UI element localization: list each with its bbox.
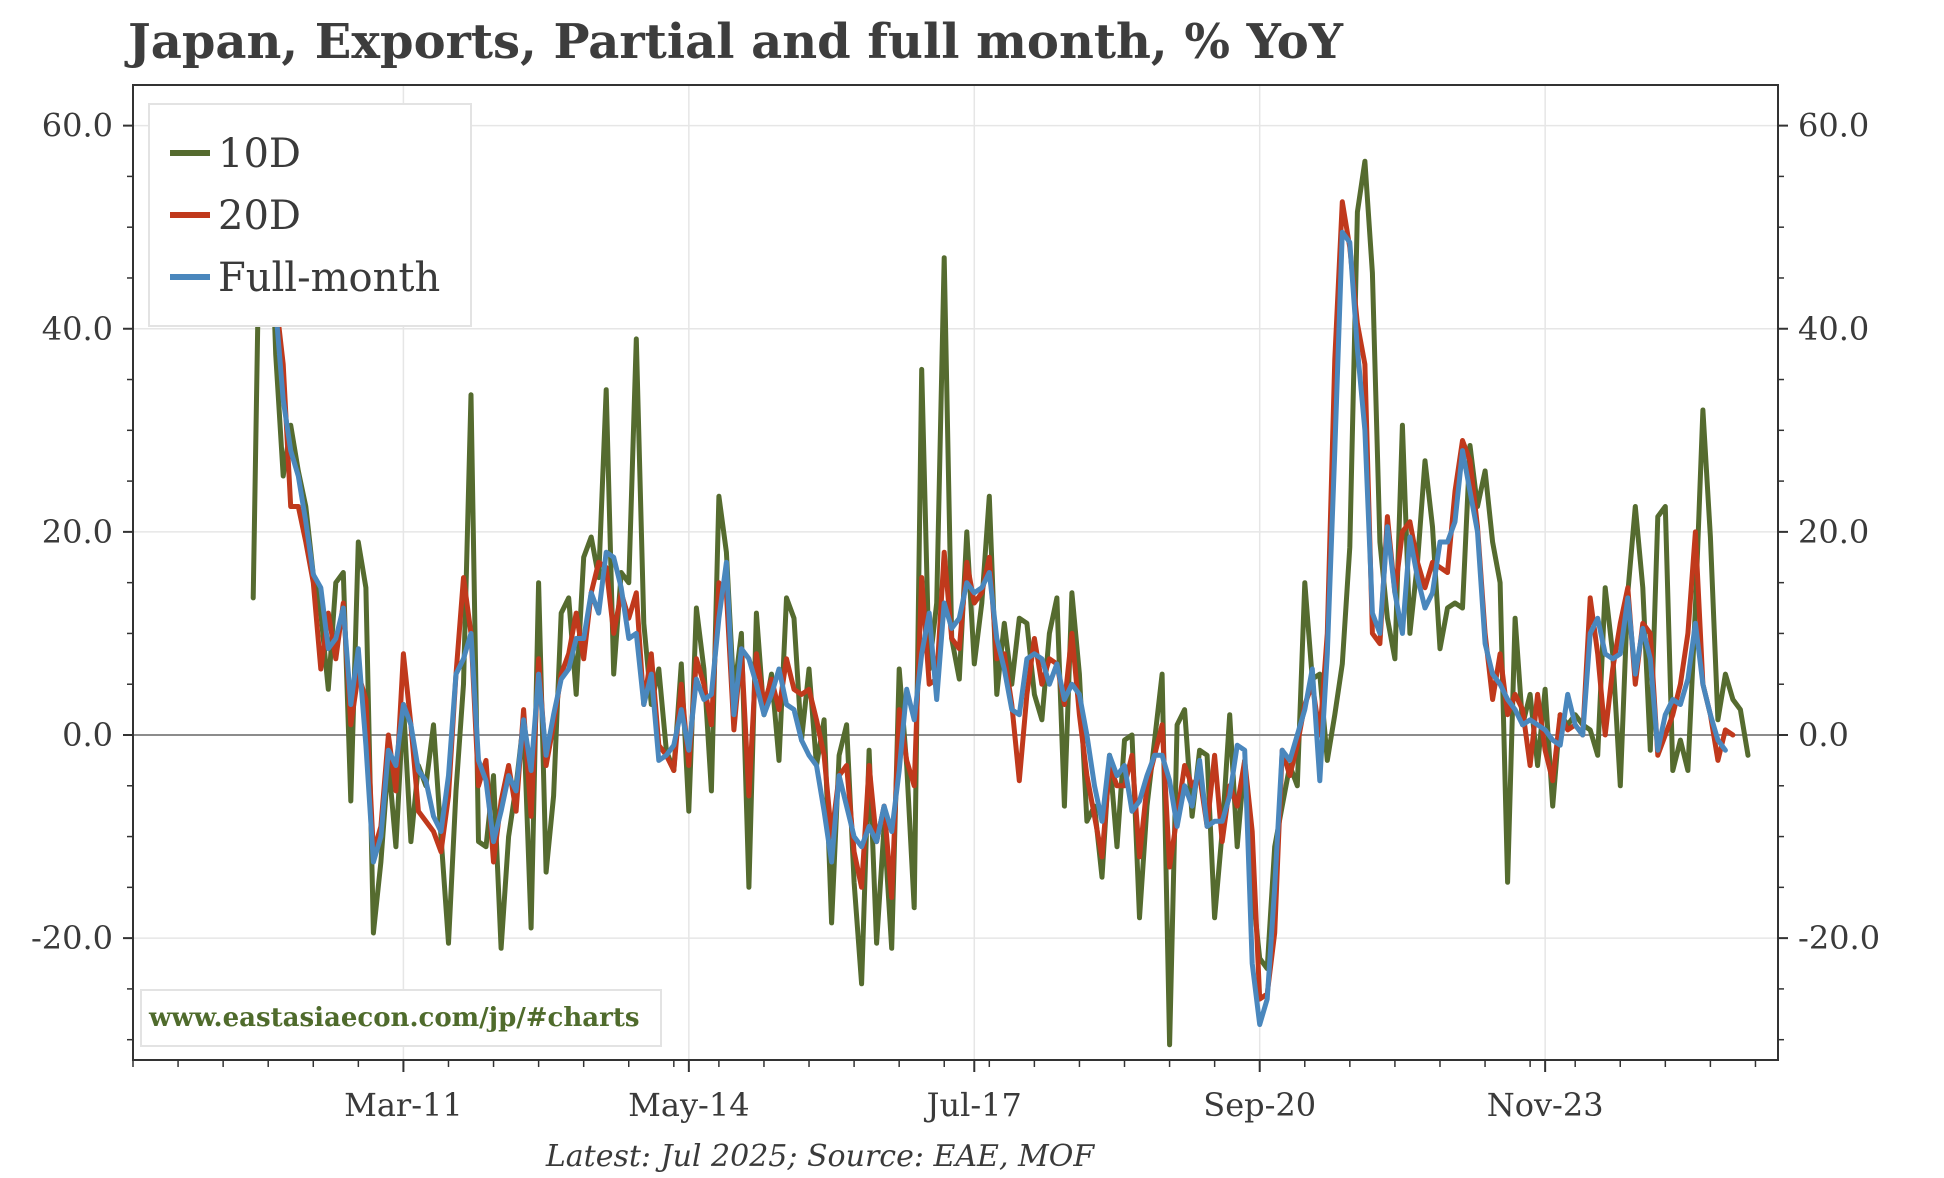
x-tick-label: Nov-23: [1487, 1086, 1604, 1124]
y-tick-label-left: 60.0: [42, 107, 113, 145]
series-line-10d: [250, 128, 1751, 1048]
x-tick-label: Sep-20: [1203, 1086, 1316, 1124]
series-line-full-month: [258, 204, 1728, 1027]
y-tick-label-right: 40.0: [1798, 310, 1869, 348]
source-note: Latest: Jul 2025; Source: EAE, MOF: [545, 1139, 1096, 1174]
plot-frame: [132, 84, 1779, 1061]
y-tick-label-left: 0.0: [62, 716, 113, 754]
y-tick-label-right: 60.0: [1798, 107, 1869, 145]
watermark-box: [140, 989, 662, 1047]
y-tick-label-right: -20.0: [1798, 919, 1880, 957]
chart-title: Japan, Exports, Partial and full month, …: [128, 14, 1344, 70]
y-tick-label-left: 40.0: [42, 310, 113, 348]
x-tick-label: May-14: [628, 1086, 749, 1124]
legend: 10D 20D Full-month: [148, 103, 472, 327]
series-lines: [250, 128, 1751, 1048]
x-tick-label: Jul-17: [924, 1086, 1022, 1124]
legend-label: 20D: [218, 193, 301, 239]
x-tick-label: Mar-11: [344, 1086, 463, 1124]
legend-label: 10D: [218, 131, 301, 177]
axes: 60.0 60.0 40.0 40.0 20.0 20.0 0.0 0.0 -20.0 -20.0…: [31, 107, 1880, 1124]
y-tick-label-left: -20.0: [31, 919, 113, 957]
y-tick-label-right: 20.0: [1798, 513, 1869, 551]
legend-label: Full-month: [218, 255, 440, 301]
series-line-20d: [258, 199, 1736, 1002]
watermark-text: www.eastasiaecon.com/jp/#charts: [148, 1003, 639, 1033]
watermark: www.eastasiaecon.com/jp/#charts: [140, 989, 662, 1047]
y-tick-label-right: 0.0: [1798, 716, 1849, 754]
y-tick-label-left: 20.0: [42, 513, 113, 551]
